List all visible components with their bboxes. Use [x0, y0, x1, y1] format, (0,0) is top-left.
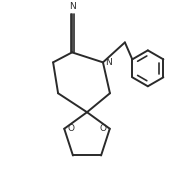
Text: N: N	[69, 3, 75, 11]
Text: O: O	[67, 124, 74, 133]
Text: O: O	[100, 124, 107, 133]
Text: N: N	[105, 58, 112, 67]
